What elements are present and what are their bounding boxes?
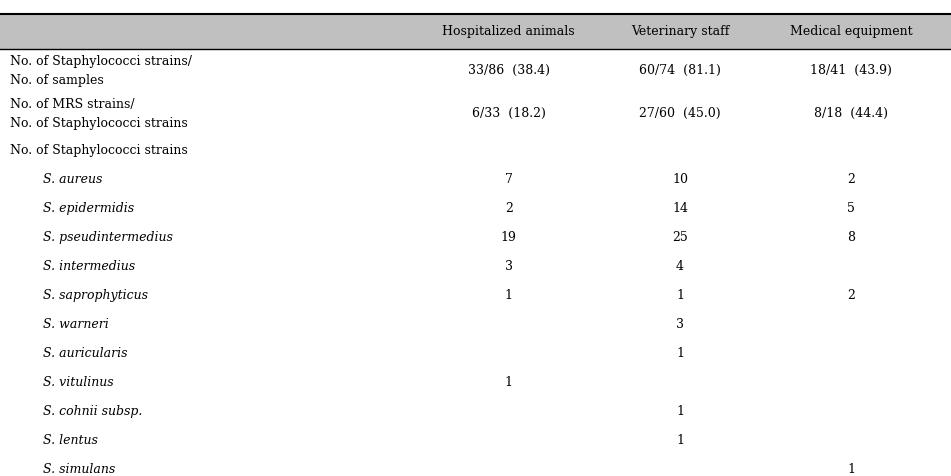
Text: 27/60  (45.0): 27/60 (45.0)	[639, 108, 721, 120]
Text: S. aureus: S. aureus	[43, 173, 102, 186]
Text: S. vitulinus: S. vitulinus	[43, 376, 113, 389]
Text: 19: 19	[501, 231, 516, 244]
Text: 4: 4	[676, 260, 684, 273]
Text: No. of samples: No. of samples	[10, 74, 104, 87]
Text: 10: 10	[672, 173, 688, 186]
Text: 7: 7	[505, 173, 513, 186]
Text: S. pseudintermedius: S. pseudintermedius	[43, 231, 173, 244]
Text: 3: 3	[505, 260, 513, 273]
Text: 3: 3	[676, 318, 684, 331]
Bar	[0, 14, 951, 49]
Text: 8/18  (44.4): 8/18 (44.4)	[814, 108, 888, 120]
Text: 1: 1	[676, 405, 684, 418]
Text: 5: 5	[847, 202, 855, 215]
Text: 2: 2	[847, 173, 855, 186]
Text: 1: 1	[847, 463, 855, 476]
Text: 14: 14	[672, 202, 688, 215]
Text: S. epidermidis: S. epidermidis	[43, 202, 134, 215]
Text: S. warneri: S. warneri	[43, 318, 108, 331]
Text: Veterinary staff: Veterinary staff	[631, 25, 729, 38]
Text: S. auricularis: S. auricularis	[43, 347, 127, 360]
Text: No. of MRS strains/: No. of MRS strains/	[10, 98, 134, 111]
Text: No. of Staphylococci strains: No. of Staphylococci strains	[10, 117, 187, 130]
Text: S. saprophyticus: S. saprophyticus	[43, 289, 147, 302]
Text: S. cohnii subsp.: S. cohnii subsp.	[43, 405, 142, 418]
Text: S. intermedius: S. intermedius	[43, 260, 135, 273]
Text: Hospitalized animals: Hospitalized animals	[442, 25, 575, 38]
Text: No. of Staphylococci strains: No. of Staphylococci strains	[10, 143, 187, 157]
Text: 33/86  (38.4): 33/86 (38.4)	[468, 64, 550, 77]
Text: 6/33  (18.2): 6/33 (18.2)	[472, 108, 546, 120]
Text: S. simulans: S. simulans	[43, 463, 115, 476]
Text: 18/41  (43.9): 18/41 (43.9)	[810, 64, 892, 77]
Text: 1: 1	[676, 434, 684, 447]
Text: 60/74  (81.1): 60/74 (81.1)	[639, 64, 721, 77]
Text: 2: 2	[847, 289, 855, 302]
Text: 1: 1	[676, 347, 684, 360]
Text: 25: 25	[672, 231, 688, 244]
Text: 8: 8	[847, 231, 855, 244]
Text: 1: 1	[505, 376, 513, 389]
Text: Medical equipment: Medical equipment	[790, 25, 912, 38]
Text: 1: 1	[505, 289, 513, 302]
Text: No. of Staphylococci strains/: No. of Staphylococci strains/	[10, 55, 191, 68]
Text: 2: 2	[505, 202, 513, 215]
Text: 1: 1	[676, 289, 684, 302]
Text: S. lentus: S. lentus	[43, 434, 98, 447]
